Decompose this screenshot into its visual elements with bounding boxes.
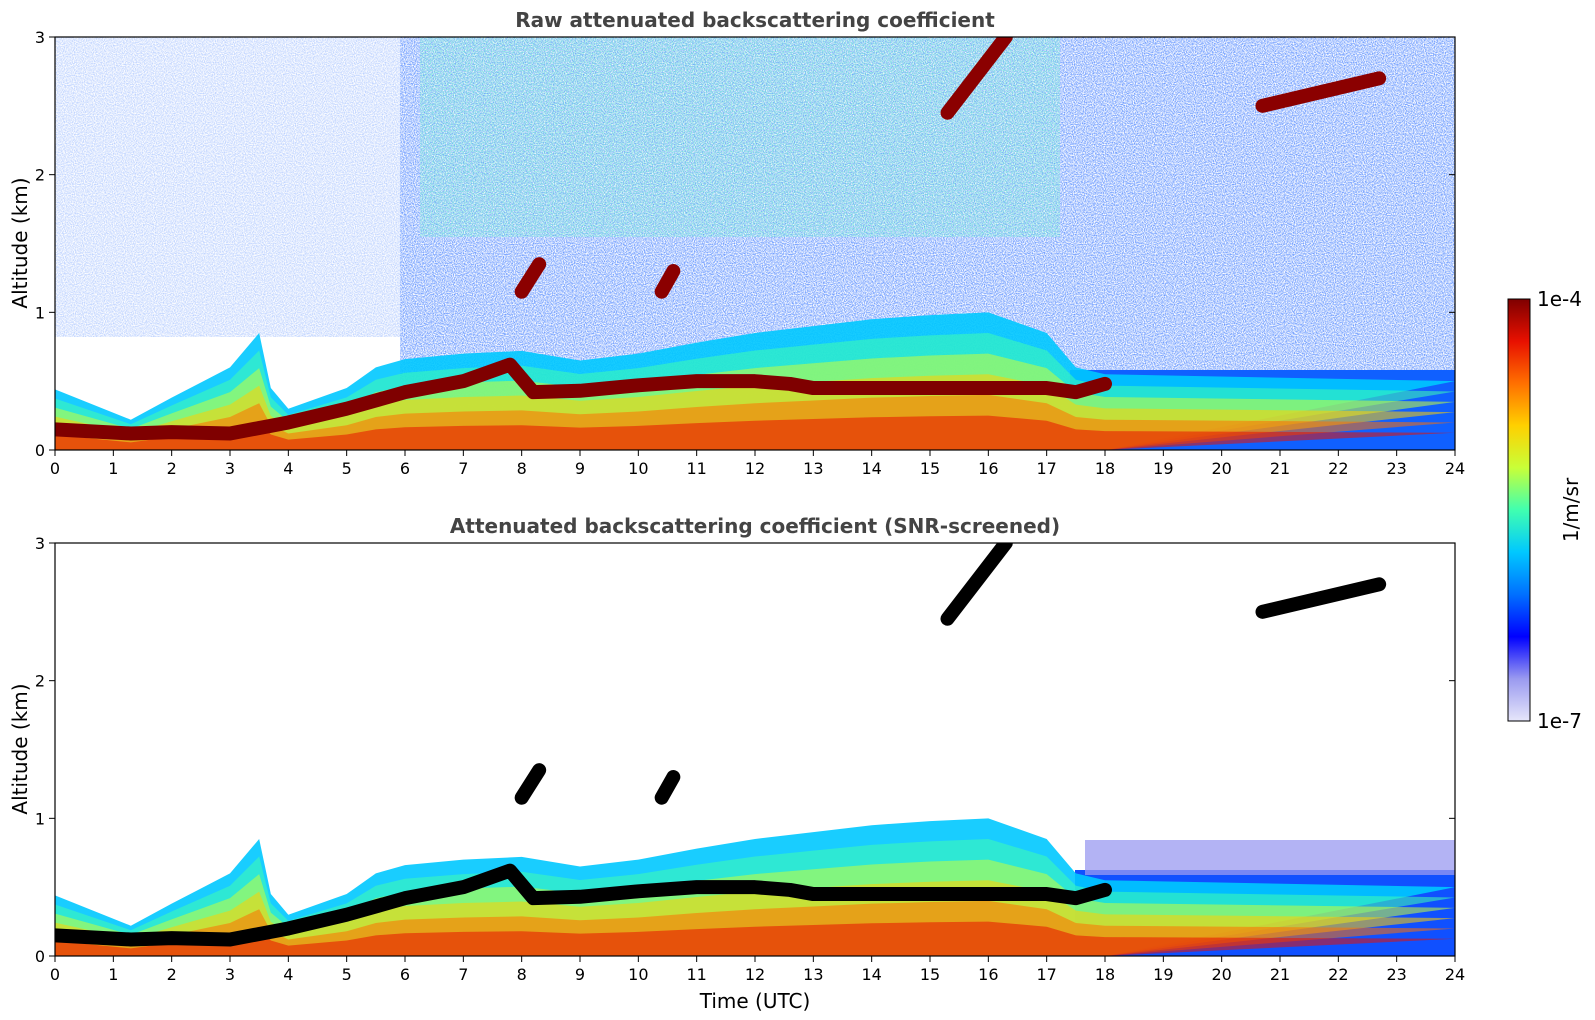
bottom-x-tick-label: 13 [803, 965, 823, 984]
top-x-tick-label: 17 [1036, 459, 1056, 478]
bottom-y-axis-label: Altitude (km) [8, 683, 32, 814]
top-x-tick-label: 4 [283, 459, 293, 478]
bottom-x-tick-label: 16 [978, 965, 998, 984]
bottom-boundary-layer-band [55, 921, 1455, 956]
bottom-panel-title: Attenuated backscattering coefficient (S… [450, 514, 1060, 538]
top-x-tick-label: 20 [1211, 459, 1231, 478]
top-x-tick-label: 1 [108, 459, 118, 478]
top-noise-left [55, 37, 400, 337]
colorbar-gradient [1507, 298, 1531, 722]
top-cloud-feature [940, 37, 1013, 120]
bottom-x-tick-label: 7 [458, 965, 468, 984]
top-x-tick-label: 24 [1445, 459, 1465, 478]
bottom-panel: 0 1 2 3 4 5 6 7 8 9 10 11 12 13 14 15 16 17 18 19 20 21 22 23 24… [8, 534, 1465, 1013]
bottom-x-tick-label: 8 [517, 965, 527, 984]
top-cloud-feature [514, 257, 547, 299]
bottom-x-tick-label: 22 [1328, 965, 1348, 984]
top-y-tick-label: 1 [35, 303, 45, 322]
top-x-tick-label: 10 [628, 459, 648, 478]
bottom-x-tick-label: 2 [167, 965, 177, 984]
bottom-x-tick-label: 5 [342, 965, 352, 984]
top-aerosol-layer [55, 357, 1112, 441]
bottom-x-tick-label: 15 [920, 965, 940, 984]
bottom-x-tick-label: 1 [108, 965, 118, 984]
bottom-cloud-feature [514, 763, 547, 805]
top-y-tick-label: 3 [35, 28, 45, 47]
bottom-x-tick-label: 0 [50, 965, 60, 984]
bottom-x-tick-label: 12 [745, 965, 765, 984]
x-axis-label: Time (UTC) [699, 989, 811, 1013]
bottom-x-tick-label: 17 [1036, 965, 1056, 984]
top-x-tick-label: 0 [50, 459, 60, 478]
top-x-tick-label: 8 [517, 459, 527, 478]
top-cloud-feature [1255, 71, 1387, 113]
bottom-x-tick-label: 24 [1445, 965, 1465, 984]
bottom-y-tick-label: 2 [35, 672, 45, 691]
colorbar-unit-label: 1/m/sr [1559, 477, 1583, 542]
top-x-tick-label: 5 [342, 459, 352, 478]
bottom-aerosol-layer [55, 863, 1112, 947]
bottom-cloud-feature [940, 543, 1013, 626]
top-x-tick-label: 11 [686, 459, 706, 478]
colorbar: 1e-4 1e-7 1/m/sr [1507, 287, 1583, 733]
top-x-tick-label: 22 [1328, 459, 1348, 478]
bottom-y-tick-label: 3 [35, 534, 45, 553]
colorbar-min-label: 1e-7 [1537, 709, 1582, 733]
bottom-x-tick-label: 11 [686, 965, 706, 984]
bottom-x-tick-label: 3 [225, 965, 235, 984]
bottom-x-tick-label: 4 [283, 965, 293, 984]
top-x-tick-label: 13 [803, 459, 823, 478]
top-x-tick-label: 9 [575, 459, 585, 478]
top-x-tick-label: 16 [978, 459, 998, 478]
top-x-tick-label: 19 [1153, 459, 1173, 478]
top-x-tick-label: 23 [1386, 459, 1406, 478]
bottom-x-tick-label: 14 [861, 965, 881, 984]
bottom-x-tick-label: 6 [400, 965, 410, 984]
top-y-tick-label: 0 [35, 441, 45, 460]
bottom-x-tick-label: 10 [628, 965, 648, 984]
top-x-tick-label: 2 [167, 459, 177, 478]
top-y-axis-label: Altitude (km) [8, 177, 32, 308]
bottom-cloud-feature [654, 770, 681, 805]
bottom-y-tick-label: 0 [35, 947, 45, 966]
top-x-tick-label: 7 [458, 459, 468, 478]
top-x-tick-label: 15 [920, 459, 940, 478]
top-x-tick-label: 21 [1270, 459, 1290, 478]
bottom-x-tick-label: 9 [575, 965, 585, 984]
bottom-x-tick-label: 21 [1270, 965, 1290, 984]
bottom-x-tick-label: 20 [1211, 965, 1231, 984]
colorbar-max-label: 1e-4 [1537, 287, 1582, 311]
top-cloud-feature [654, 264, 681, 299]
bottom-x-tick-label: 19 [1153, 965, 1173, 984]
top-x-tick-label: 6 [400, 459, 410, 478]
top-panel: 0 1 2 3 4 5 6 7 8 9 10 11 12 13 14 15 16 17 18 19 20 21 22 23 24… [8, 28, 1465, 478]
top-x-tick-label: 3 [225, 459, 235, 478]
top-boundary-layer-band [55, 415, 1455, 450]
top-x-tick-label: 14 [861, 459, 881, 478]
top-y-tick-label: 2 [35, 166, 45, 185]
bottom-x-tick-label: 18 [1095, 965, 1115, 984]
bottom-night-lavender [1085, 840, 1455, 875]
bottom-x-tick-label: 23 [1386, 965, 1406, 984]
bottom-y-tick-label: 1 [35, 809, 45, 828]
top-x-tick-label: 12 [745, 459, 765, 478]
top-x-tick-label: 18 [1095, 459, 1115, 478]
top-panel-title: Raw attenuated backscattering coefficien… [515, 8, 995, 32]
bottom-cloud-feature [1255, 577, 1387, 619]
top-noise-green [420, 37, 1060, 237]
